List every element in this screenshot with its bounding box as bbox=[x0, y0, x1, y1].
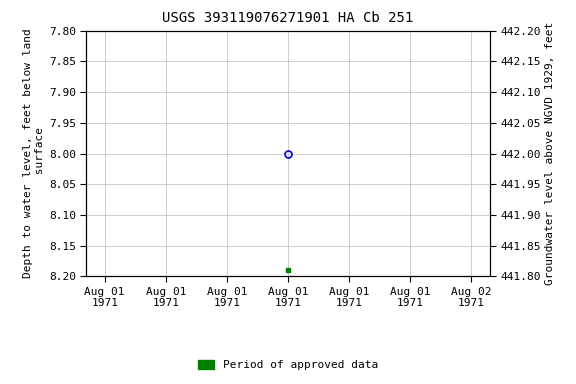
Y-axis label: Groundwater level above NGVD 1929, feet: Groundwater level above NGVD 1929, feet bbox=[545, 22, 555, 285]
Y-axis label: Depth to water level, feet below land
 surface: Depth to water level, feet below land su… bbox=[23, 29, 45, 278]
Title: USGS 393119076271901 HA Cb 251: USGS 393119076271901 HA Cb 251 bbox=[162, 12, 414, 25]
Legend: Period of approved data: Period of approved data bbox=[193, 356, 383, 375]
